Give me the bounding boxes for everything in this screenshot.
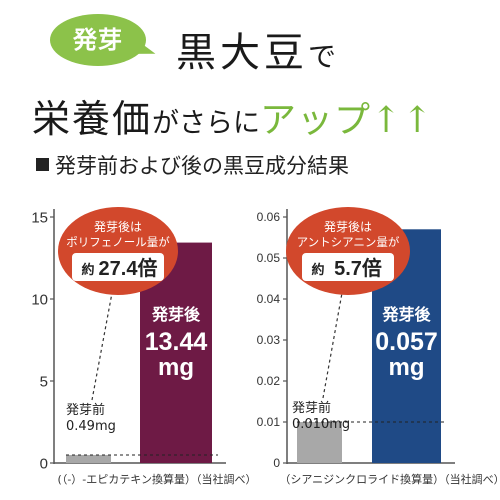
subtitle-text: 発芽前および後の黒豆成分結果 — [55, 154, 349, 178]
y-tick-label: 0 — [40, 455, 48, 472]
callout-line1: 発芽後は — [324, 220, 372, 234]
callout-value-box — [72, 253, 164, 281]
callout-ratio-value: 5.7倍 — [334, 256, 382, 280]
headline-line1: 黒大豆で — [176, 20, 336, 78]
y-tick-label: 0.03 — [257, 333, 281, 347]
section-subtitle: 発芽前および後の黒豆成分結果 — [36, 150, 349, 180]
callout-line2: ポリフェノール量が — [66, 235, 170, 249]
headline-line2: 栄養価がさらにアップ↑↑ — [32, 88, 433, 143]
bar-before-name: 発芽前 — [66, 402, 105, 418]
callout-prefix: 約 — [311, 262, 324, 278]
y-tick-label: 5 — [40, 373, 48, 390]
headline-title-main: 黒大豆 — [176, 30, 308, 76]
hatsuga-bubble: 発芽 — [50, 14, 146, 66]
headline-line2-mid: がさらに — [152, 108, 261, 139]
square-bullet-icon — [36, 158, 49, 171]
headline-line2-accent: アップ↑↑ — [260, 100, 434, 141]
callout-line1: 発芽後は — [94, 220, 142, 234]
y-tick-label: 0.04 — [257, 292, 281, 306]
bar-after-value: 0.057 — [375, 328, 438, 356]
bar-before — [66, 454, 111, 463]
y-tick-label: 0.05 — [257, 251, 281, 265]
bubble-text: 発芽 — [73, 25, 123, 54]
chart-footnote: （シアニジンクロライド換算量）（当社調べ） — [279, 472, 500, 486]
bar-before-name: 発芽前 — [292, 400, 331, 416]
bar-after-name: 発芽後 — [381, 305, 431, 324]
y-tick-label: 15 — [31, 209, 48, 226]
bar-after-name: 発芽後 — [151, 305, 201, 324]
y-tick-label: 0.01 — [257, 415, 281, 429]
bar-after-unit: mg — [389, 354, 425, 381]
callout-prefix: 約 — [81, 262, 94, 278]
callout-line2: アントシアニン量が — [297, 235, 400, 249]
callout-connector-line — [322, 292, 343, 399]
bubble-tail — [130, 38, 158, 62]
callout-ratio-value: 27.4倍 — [99, 256, 158, 280]
y-tick-label: 0.06 — [257, 210, 281, 224]
callout-connector-line — [91, 292, 113, 401]
bar-after-value: 13.44 — [145, 328, 208, 356]
bar-before — [297, 422, 342, 463]
y-tick-label: 0 — [273, 456, 280, 470]
headline-line2-main: 栄養価 — [32, 97, 153, 141]
y-tick-label: 0.02 — [257, 374, 281, 388]
bar-after-unit: mg — [158, 354, 194, 381]
y-tick-label: 10 — [31, 291, 48, 308]
callout-value-box — [302, 253, 394, 281]
headline-title-particle: で — [308, 40, 337, 73]
chart-footnote: (（-）-エピカテキン換算量）（当社調べ） — [58, 472, 257, 486]
bar-before-value: 0.010mg — [292, 417, 350, 432]
bar-before-value: 0.49mg — [66, 419, 116, 434]
